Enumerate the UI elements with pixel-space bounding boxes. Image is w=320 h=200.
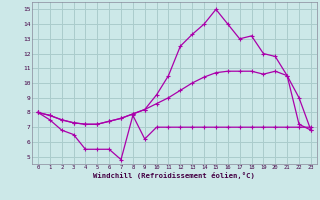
X-axis label: Windchill (Refroidissement éolien,°C): Windchill (Refroidissement éolien,°C) — [93, 172, 255, 179]
